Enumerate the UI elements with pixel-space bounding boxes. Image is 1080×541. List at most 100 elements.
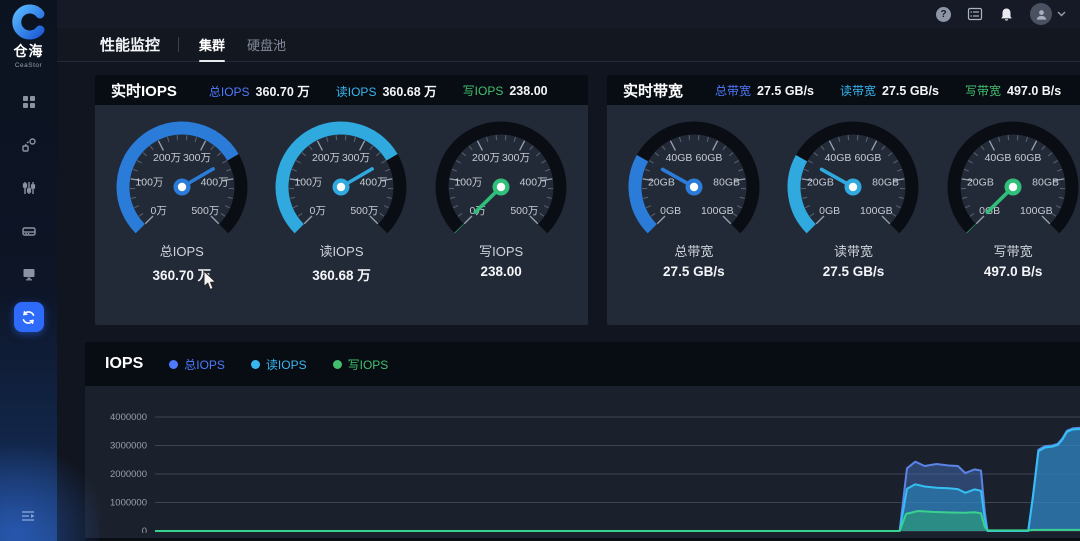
- gauge-total-iops: 0万 100万 200万 300万 400万 500万 总IOPS 360.70 万: [106, 115, 258, 325]
- svg-text:300万: 300万: [183, 152, 211, 164]
- brand-logo-block[interactable]: 仓海 CeaStor: [11, 4, 47, 69]
- svg-text:40GB: 40GB: [825, 152, 852, 164]
- stat-total-iops: 总IOPS 360.70 万: [209, 81, 310, 100]
- iops-chart-header: IOPS 总IOPS 读IOPS 写IOPS: [85, 342, 1080, 386]
- ceastor-logo-icon: [11, 4, 44, 40]
- tab-diskpool[interactable]: 硬盘池: [247, 38, 287, 53]
- stat-label: 写带宽: [965, 83, 1002, 98]
- stat-value: 27.5 GB/s: [882, 83, 940, 98]
- svg-text:20GB: 20GB: [807, 176, 834, 188]
- svg-text:40GB: 40GB: [665, 152, 692, 164]
- svg-text:100GB: 100GB: [860, 205, 893, 217]
- collapse-menu-icon: [21, 511, 34, 521]
- sidebar-item-tuning[interactable]: [14, 173, 44, 203]
- iops-history-panel: IOPS 总IOPS 读IOPS 写IOPS 0 1000000: [85, 342, 1080, 541]
- legend-total-iops[interactable]: 总IOPS: [169, 356, 225, 373]
- topology-icon: [21, 138, 36, 152]
- svg-text:500万: 500万: [510, 205, 538, 217]
- svg-text:500万: 500万: [351, 205, 379, 217]
- bell-icon: [1001, 8, 1012, 21]
- help-button[interactable]: ?: [936, 6, 951, 22]
- svg-text:60GB: 60GB: [695, 152, 722, 164]
- legend-label: 写IOPS: [347, 357, 389, 372]
- svg-text:0万: 0万: [310, 205, 326, 217]
- legend-dot-icon: [332, 359, 342, 369]
- panel-realtime-iops: 实时IOPS 总IOPS 360.70 万 读IOPS 360.68 万 写IO…: [95, 75, 588, 325]
- stat-value: 360.70 万: [255, 84, 310, 99]
- topbar: ?: [57, 0, 1080, 28]
- svg-text:400万: 400万: [200, 176, 228, 188]
- gauge-name: 总带宽: [674, 244, 714, 259]
- stat-write-bandwidth: 写带宽 497.0 B/s: [965, 82, 1061, 99]
- stat-label: 读带宽: [840, 83, 877, 98]
- avatar: [1030, 3, 1052, 25]
- svg-text:0: 0: [142, 526, 147, 533]
- gauge-read-bandwidth: 0GB 20GB 40GB 60GB 80GB 100GB 读带宽 27.5 GB/s: [777, 115, 929, 325]
- notifications-button[interactable]: [999, 7, 1014, 22]
- iops-chart-body: 0 1000000 2000000 3000000 4000000: [85, 386, 1080, 541]
- dashboard-grid-icon: [22, 96, 35, 108]
- panel-realtime-bandwidth-body: 0GB 20GB 40GB 60GB 80GB 100GB 总带宽 27.5 GB/s 0…: [607, 105, 1080, 325]
- sidebar-item-topology[interactable]: [14, 130, 44, 160]
- gauge-value: 497.0 B/s: [983, 264, 1043, 279]
- svg-text:20GB: 20GB: [648, 176, 675, 188]
- page-nav: 性能监控 集群 硬盘池: [57, 28, 1080, 62]
- legend-dot-icon: [169, 359, 179, 369]
- sidebar-item-dashboard[interactable]: [14, 87, 44, 117]
- svg-text:2000000: 2000000: [110, 469, 147, 480]
- legend-dot-icon: [250, 359, 260, 369]
- svg-text:200万: 200万: [312, 152, 340, 164]
- svg-text:100万: 100万: [295, 176, 323, 188]
- user-menu[interactable]: [1030, 3, 1066, 25]
- console-button[interactable]: [967, 7, 983, 21]
- performance-sync-icon: [22, 310, 35, 324]
- sidebar-collapse-button[interactable]: [0, 509, 57, 523]
- stat-write-iops: 写IOPS 238.00: [463, 82, 548, 99]
- gauge-value: 360.68 万: [312, 268, 371, 283]
- sidebar: 仓海 CeaStor: [0, 0, 100, 541]
- host-monitor-icon: [23, 269, 34, 281]
- gauge-value: 360.70 万: [152, 268, 212, 283]
- svg-text:100GB: 100GB: [1020, 205, 1053, 217]
- stat-read-bandwidth: 读带宽 27.5 GB/s: [840, 82, 939, 99]
- gauge-name: 写带宽: [993, 244, 1033, 259]
- panel-realtime-bandwidth: 实时带宽 总带宽 27.5 GB/s 读带宽 27.5 GB/s 写带宽 497…: [607, 75, 1080, 325]
- gauge-value: 27.5 GB/s: [663, 264, 725, 279]
- stat-label: 总带宽: [715, 83, 752, 98]
- gauge-panels-row: 实时IOPS 总IOPS 360.70 万 读IOPS 360.68 万 写IO…: [95, 75, 1080, 325]
- sidebar-item-host[interactable]: [14, 259, 44, 289]
- main-column: ?: [57, 0, 1080, 541]
- svg-text:20GB: 20GB: [967, 176, 994, 188]
- sidebar-item-performance[interactable]: [13, 302, 44, 332]
- tab-cluster[interactable]: 集群: [197, 27, 227, 62]
- brand-subname: CeaStor: [14, 62, 43, 69]
- svg-text:0GB: 0GB: [820, 205, 841, 217]
- svg-text:40GB: 40GB: [985, 152, 1012, 164]
- gauge-name: 读带宽: [833, 244, 873, 259]
- panel-realtime-iops-body: 0万 100万 200万 300万 400万 500万 总IOPS 360.70 万 0万…: [95, 105, 588, 325]
- gauge-value: 27.5 GB/s: [822, 264, 885, 279]
- svg-text:0GB: 0GB: [660, 205, 681, 217]
- svg-text:300万: 300万: [502, 152, 530, 164]
- legend-read-iops[interactable]: 读IOPS: [250, 356, 307, 373]
- panel-realtime-bandwidth-header: 实时带宽 总带宽 27.5 GB/s 读带宽 27.5 GB/s 写带宽 497…: [607, 75, 1080, 105]
- stat-value: 27.5 GB/s: [757, 83, 815, 98]
- legend-write-iops[interactable]: 写IOPS: [332, 356, 389, 373]
- svg-text:80GB: 80GB: [873, 176, 900, 188]
- brand-name: 仓海: [13, 43, 44, 59]
- panel-title: 实时IOPS: [111, 82, 177, 100]
- svg-text:100万: 100万: [455, 176, 483, 188]
- stat-read-iops: 读IOPS 360.68 万: [336, 81, 437, 100]
- svg-text:400万: 400万: [360, 176, 388, 188]
- legend-label: 读IOPS: [265, 357, 307, 372]
- svg-text:80GB: 80GB: [1032, 176, 1059, 188]
- svg-text:4000000: 4000000: [110, 412, 147, 423]
- chevron-down-icon: [1057, 11, 1066, 17]
- svg-text:80GB: 80GB: [713, 176, 740, 188]
- sidebar-item-storage-pool[interactable]: [14, 216, 44, 246]
- help-icon: ?: [936, 6, 951, 22]
- sidebar-menu: [13, 87, 44, 332]
